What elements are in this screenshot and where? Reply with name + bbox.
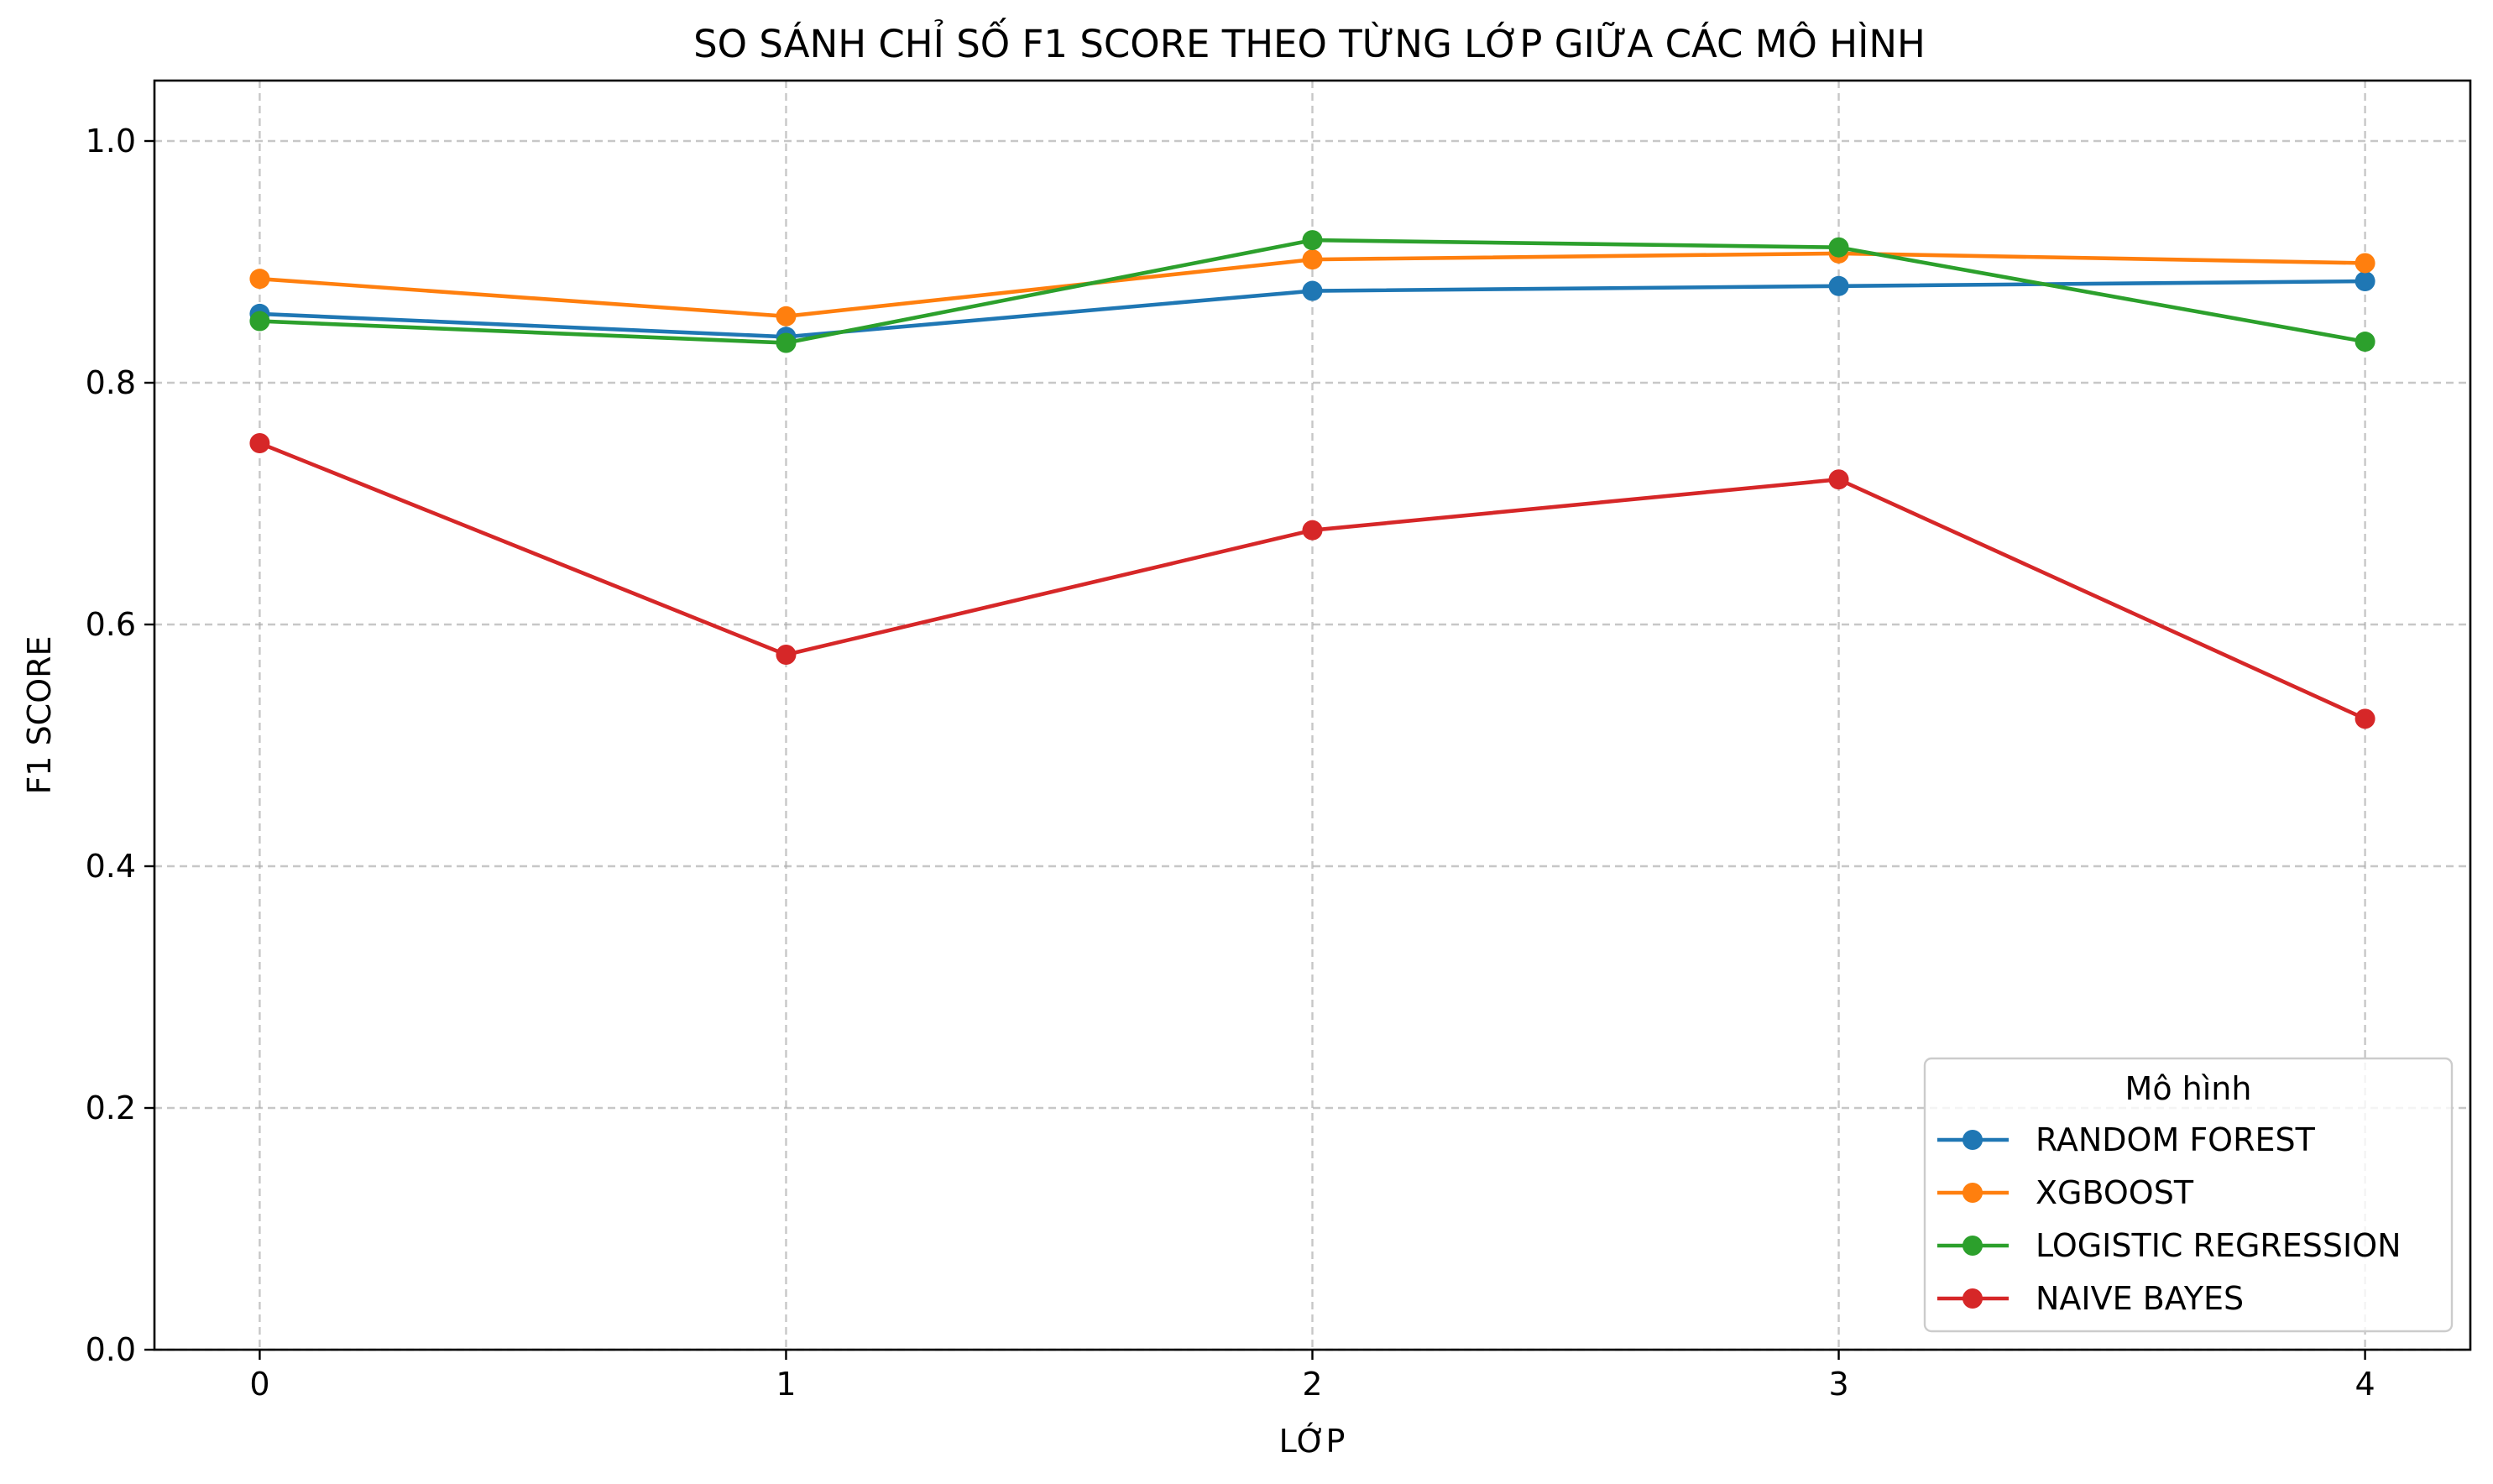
y-axis-label: F1 SCORE (21, 635, 58, 794)
legend-box (1923, 1057, 2454, 1333)
legend: Mô hình RANDOM FOREST XGBOOST LOGISTIC REG… (1923, 1057, 2454, 1333)
x-axis-ticks: 0 1 2 3 4 (249, 1350, 2375, 1403)
y-tick-label: 0.4 (86, 848, 136, 885)
y-tick-label: 1.0 (86, 123, 136, 159)
legend-marker (1963, 1236, 1983, 1256)
legend-item-logistic-regression: LOGISTIC REGRESSION (1937, 1227, 2402, 1264)
legend-label: XGBOOST (2036, 1174, 2194, 1211)
data-point-logistic-regression (1302, 230, 1323, 251)
data-point-naive-bayes (249, 433, 270, 453)
legend-items: RANDOM FOREST XGBOOST LOGISTIC REGRESSION N… (1937, 1121, 2402, 1317)
data-point-logistic-regression (1828, 237, 1849, 258)
data-point-xgboost (776, 306, 797, 327)
y-axis-ticks: 0.0 0.2 0.4 0.6 0.8 1.0 (86, 123, 154, 1368)
x-tick-label: 1 (776, 1366, 796, 1403)
legend-marker (1963, 1288, 1983, 1309)
legend-marker (1963, 1130, 1983, 1150)
data-point-naive-bayes (1302, 520, 1323, 541)
x-axis-label: LỚP (1279, 1423, 1346, 1460)
x-tick-label: 2 (1302, 1366, 1322, 1403)
series-naive-bayes (249, 433, 2375, 729)
legend-title: Mô hình (2125, 1070, 2252, 1107)
chart-title: SO SÁNH CHỈ SỐ F1 SCORE THEO TỪNG LỚP GI… (693, 18, 1926, 66)
legend-marker (1963, 1183, 1983, 1203)
data-point-xgboost (2354, 253, 2375, 274)
legend-item-naive-bayes: NAIVE BAYES (1937, 1280, 2244, 1317)
data-point-logistic-regression (249, 311, 270, 332)
y-tick-label: 0.0 (86, 1331, 136, 1368)
data-point-logistic-regression (776, 332, 797, 353)
data-point-random-forest (1828, 275, 1849, 296)
legend-label: RANDOM FOREST (2036, 1121, 2316, 1158)
data-point-random-forest (2354, 271, 2375, 292)
series-logistic-regression (249, 230, 2375, 353)
x-tick-label: 0 (249, 1366, 269, 1403)
data-point-xgboost (249, 269, 270, 290)
y-tick-label: 0.2 (86, 1089, 136, 1126)
legend-label: LOGISTIC REGRESSION (2036, 1227, 2402, 1264)
legend-item-random-forest: RANDOM FOREST (1937, 1121, 2316, 1158)
legend-item-xgboost: XGBOOST (1937, 1174, 2194, 1211)
x-tick-label: 3 (1828, 1366, 1848, 1403)
data-point-naive-bayes (776, 645, 797, 665)
data-point-logistic-regression (2354, 332, 2375, 353)
data-point-random-forest (1302, 280, 1323, 301)
data-point-xgboost (1302, 249, 1323, 270)
data-point-naive-bayes (1828, 469, 1849, 490)
y-tick-label: 0.6 (86, 606, 136, 643)
data-point-naive-bayes (2354, 708, 2375, 729)
x-tick-label: 4 (2354, 1366, 2375, 1403)
legend-label: NAIVE BAYES (2036, 1280, 2244, 1317)
y-tick-label: 0.8 (86, 364, 136, 401)
series-lines (249, 230, 2375, 729)
